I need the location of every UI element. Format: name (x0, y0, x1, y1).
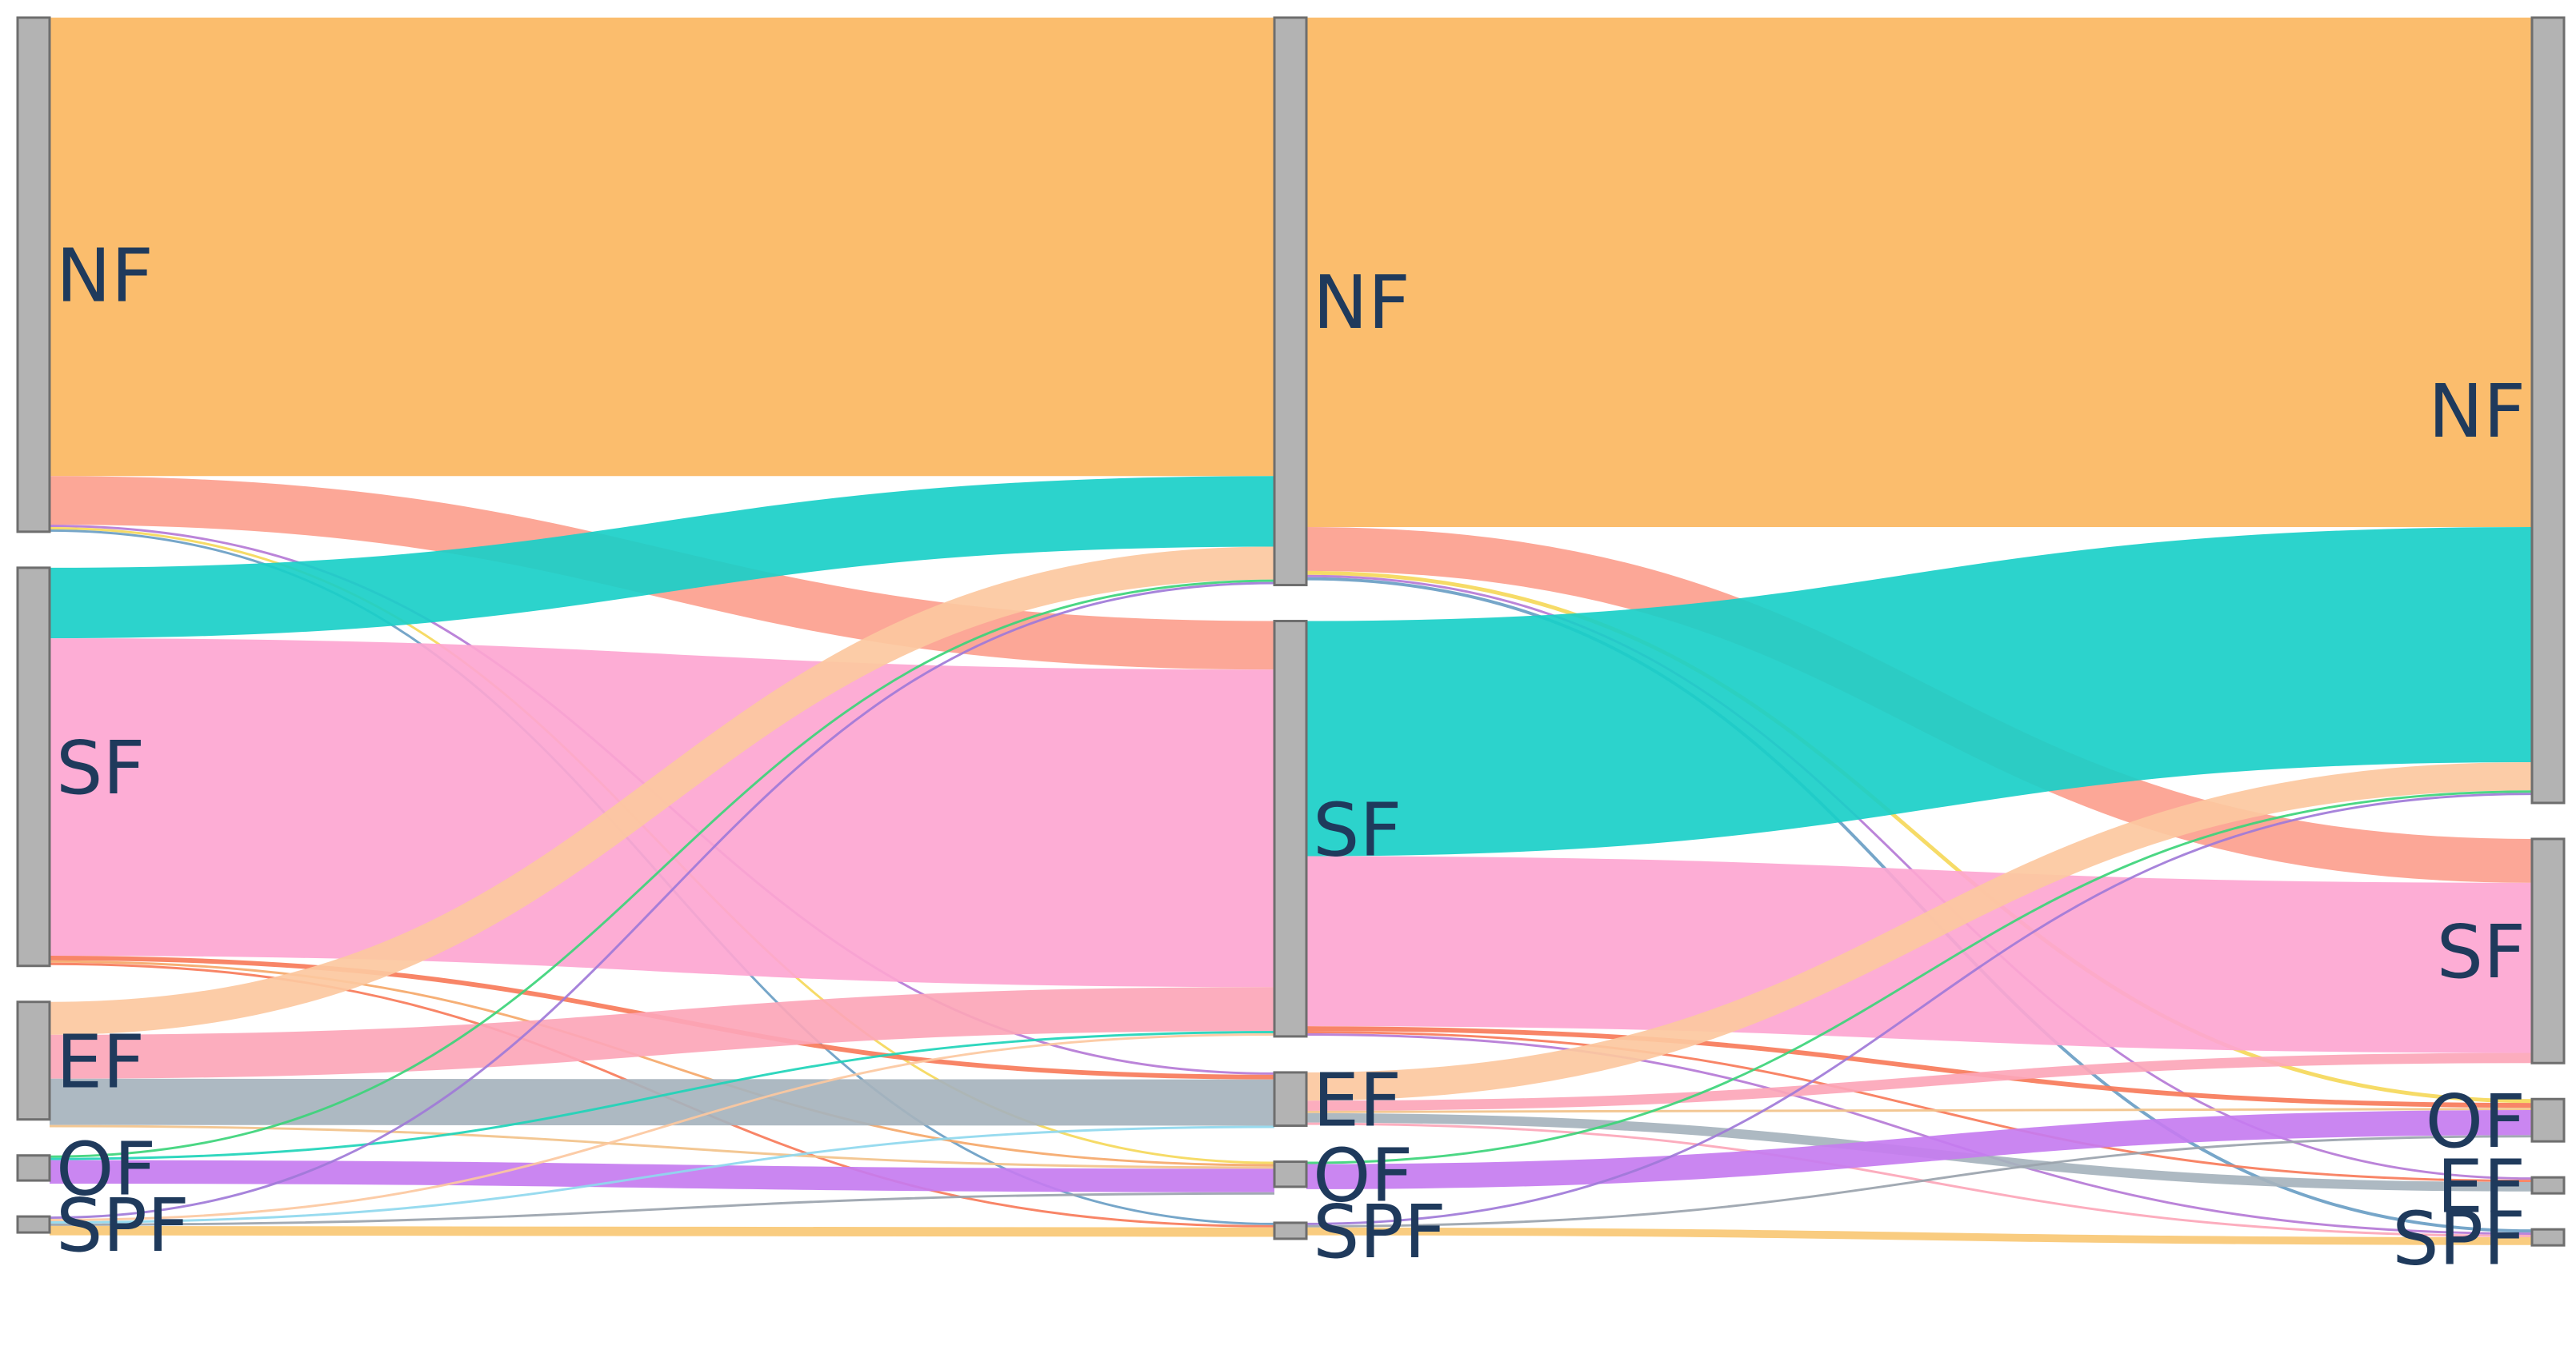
link-s2_EF-to-s3_NF (1306, 762, 2533, 1101)
link-s1_SPF-to-s2_SF (49, 1033, 1275, 1221)
node-s3_SPF (2530, 1228, 2566, 1247)
link-s1_SPF-to-s2_EF (49, 1125, 1275, 1224)
node-s3_EF (2530, 1176, 2566, 1195)
link-s1_EF-to-s2_EF (49, 1078, 1275, 1126)
node-s2_OF (1273, 1160, 1308, 1188)
link-s2_SPF-to-s3_OF (1306, 1135, 2533, 1228)
label-s3_SPF: SPF (2392, 1196, 2526, 1281)
node-s2_SF (1273, 620, 1308, 1038)
link-s2_SF-to-s3_EF (1306, 1031, 2533, 1183)
link-s2_EF-to-s3_SPF (1306, 1122, 2533, 1237)
link-s1_OF-to-s2_SF (49, 1031, 1275, 1160)
node-s3_SF (2530, 837, 2566, 1064)
link-s2_SPF-to-s3_NF (1306, 793, 2533, 1225)
link-s2_SF-to-s3_OF (1306, 1026, 2533, 1108)
link-s2_EF-to-s3_SF (1306, 1052, 2533, 1111)
node-s1_SF (16, 566, 51, 968)
link-s2_NF-to-s3_OF (1306, 570, 2533, 1104)
link-s1_SF-to-s2_NF (49, 476, 1275, 639)
label-s3_OF: OF (2426, 1079, 2526, 1164)
label-s1_EF: EF (56, 1019, 145, 1104)
node-s1_NF (16, 16, 51, 533)
label-s2_SF: SF (1313, 787, 1402, 873)
node-s2_SPF (1273, 1221, 1308, 1240)
link-s1_SPF-to-s2_SPF (49, 1225, 1275, 1237)
label-s3_SF: SF (2437, 909, 2526, 995)
link-s1_SF-to-s2_SF (49, 638, 1275, 988)
link-s2_OF-to-s3_OF (1306, 1109, 2533, 1189)
label-s2_EF: EF (1313, 1057, 1402, 1143)
node-s1_EF (16, 1001, 51, 1121)
label-s1_SF: SF (56, 725, 145, 811)
link-s2_SPF-to-s3_SPF (1306, 1227, 2533, 1245)
label-s3_EF: EF (2437, 1144, 2526, 1229)
label-s1_OF: OF (56, 1127, 156, 1212)
node-s3_OF (2530, 1097, 2566, 1143)
link-s2_SF-to-s3_NF (1306, 527, 2533, 857)
nodes-layer (16, 16, 2566, 1247)
link-s2_OF-to-s3_NF (1306, 790, 2533, 1164)
label-s2_NF: NF (1313, 260, 1410, 345)
link-s1_SPF-to-s2_NF (49, 581, 1275, 1220)
node-s1_OF (16, 1154, 51, 1182)
links-layer (49, 17, 2533, 1245)
link-s1_EF-to-s2_SF (49, 987, 1275, 1079)
node-s2_EF (1273, 1071, 1308, 1128)
link-s2_SF-to-s3_SF (1306, 856, 2533, 1053)
link-s1_EF-to-s2_NF (49, 546, 1275, 1035)
link-s1_OF-to-s2_NF (49, 579, 1275, 1158)
link-s1_OF-to-s2_OF (49, 1160, 1275, 1192)
label-s2_SPF: SPF (1313, 1189, 1446, 1275)
link-s2_SF-to-s3_SPF (1306, 1033, 2533, 1236)
label-s3_NF: NF (2428, 369, 2526, 454)
link-s1_SPF-to-s2_OF (49, 1192, 1275, 1226)
node-s1_SPF (16, 1215, 51, 1234)
label-s1_SPF: SPF (56, 1183, 190, 1268)
label-s1_NF: NF (56, 234, 154, 319)
node-s3_NF (2530, 16, 2566, 805)
node-s2_NF (1273, 16, 1308, 587)
label-s2_OF: OF (1313, 1132, 1413, 1218)
link-s2_EF-to-s3_OF (1306, 1108, 2533, 1113)
link-s1_EF-to-s2_OF (49, 1124, 1275, 1169)
